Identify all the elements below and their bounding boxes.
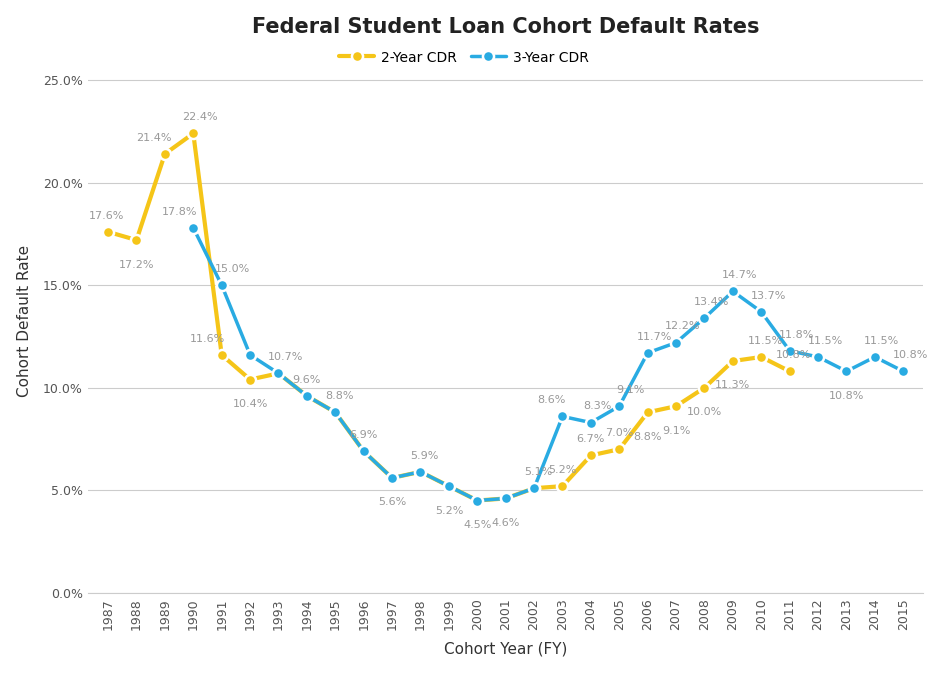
- Text: 11.5%: 11.5%: [808, 336, 843, 346]
- 2-Year CDR: [756, 353, 767, 361]
- 3-Year CDR: [642, 349, 653, 357]
- Legend: 2-Year CDR, 3-Year CDR: 2-Year CDR, 3-Year CDR: [334, 45, 594, 71]
- Text: 6.7%: 6.7%: [577, 434, 605, 444]
- Text: 22.4%: 22.4%: [183, 112, 218, 122]
- 3-Year CDR: [415, 468, 426, 476]
- Text: 13.7%: 13.7%: [751, 291, 786, 301]
- 2-Year CDR: [273, 369, 284, 378]
- Text: 4.6%: 4.6%: [491, 518, 520, 528]
- 2-Year CDR: [528, 484, 540, 492]
- Text: 11.3%: 11.3%: [715, 380, 751, 390]
- Text: 5.2%: 5.2%: [435, 505, 463, 516]
- 3-Year CDR: [330, 409, 341, 417]
- Text: 5.9%: 5.9%: [410, 451, 438, 461]
- 2-Year CDR: [642, 409, 653, 417]
- Text: 11.7%: 11.7%: [637, 332, 672, 342]
- 2-Year CDR: [699, 384, 710, 392]
- Text: 8.8%: 8.8%: [634, 432, 662, 441]
- 2-Year CDR: [585, 452, 597, 460]
- 2-Year CDR: [415, 468, 426, 476]
- Text: 5.2%: 5.2%: [548, 465, 577, 475]
- 2-Year CDR: [557, 482, 568, 490]
- 2-Year CDR: [102, 228, 114, 236]
- 3-Year CDR: [472, 497, 483, 505]
- 3-Year CDR: [557, 413, 568, 421]
- 2-Year CDR: [216, 351, 227, 359]
- Title: Federal Student Loan Cohort Default Rates: Federal Student Loan Cohort Default Rate…: [252, 17, 759, 36]
- 3-Year CDR: [585, 419, 597, 427]
- 3-Year CDR: [670, 339, 682, 347]
- Text: 8.6%: 8.6%: [537, 395, 565, 405]
- 3-Year CDR: [443, 482, 455, 490]
- Text: 5.6%: 5.6%: [378, 497, 406, 507]
- X-axis label: Cohort Year (FY): Cohort Year (FY): [444, 641, 567, 656]
- 3-Year CDR: [756, 308, 767, 316]
- 2-Year CDR: [784, 367, 795, 376]
- Text: 9.6%: 9.6%: [293, 375, 321, 385]
- Text: 10.0%: 10.0%: [687, 407, 723, 417]
- 3-Year CDR: [614, 402, 625, 411]
- Text: 8.8%: 8.8%: [325, 391, 354, 401]
- 2-Year CDR: [443, 482, 455, 490]
- 2-Year CDR: [472, 497, 483, 505]
- 3-Year CDR: [358, 448, 369, 456]
- 3-Year CDR: [841, 367, 852, 376]
- 3-Year CDR: [699, 314, 710, 322]
- Text: 10.8%: 10.8%: [893, 350, 928, 360]
- 3-Year CDR: [301, 392, 313, 400]
- 2-Year CDR: [301, 392, 313, 400]
- 3-Year CDR: [813, 353, 824, 361]
- 3-Year CDR: [869, 353, 881, 361]
- Text: 17.6%: 17.6%: [89, 211, 124, 221]
- Text: 11.5%: 11.5%: [748, 336, 783, 346]
- Text: 10.8%: 10.8%: [829, 391, 865, 400]
- 2-Year CDR: [358, 448, 369, 456]
- Text: 15.0%: 15.0%: [215, 264, 250, 274]
- Text: 17.8%: 17.8%: [162, 207, 197, 217]
- 2-Year CDR: [244, 376, 256, 384]
- Text: 11.6%: 11.6%: [190, 334, 225, 344]
- 2-Year CDR: [670, 402, 682, 411]
- 3-Year CDR: [784, 347, 795, 355]
- Text: 21.4%: 21.4%: [136, 133, 171, 143]
- Text: 4.5%: 4.5%: [463, 520, 491, 530]
- 3-Year CDR: [216, 281, 227, 289]
- 2-Year CDR: [614, 446, 625, 454]
- Text: 5.1%: 5.1%: [524, 467, 552, 477]
- 3-Year CDR: [898, 367, 909, 376]
- 2-Year CDR: [727, 357, 739, 365]
- Text: 8.3%: 8.3%: [583, 402, 612, 411]
- Text: 14.7%: 14.7%: [723, 271, 758, 280]
- Text: 10.8%: 10.8%: [777, 350, 812, 360]
- 3-Year CDR: [188, 223, 199, 232]
- 3-Year CDR: [500, 495, 511, 503]
- Text: 7.0%: 7.0%: [605, 428, 634, 438]
- 3-Year CDR: [273, 369, 284, 378]
- 2-Year CDR: [330, 409, 341, 417]
- Text: 9.1%: 9.1%: [662, 425, 690, 435]
- 2-Year CDR: [386, 474, 398, 482]
- Text: 10.7%: 10.7%: [268, 352, 303, 362]
- 2-Year CDR: [159, 150, 170, 158]
- 2-Year CDR: [188, 129, 199, 137]
- Text: 17.2%: 17.2%: [118, 260, 154, 269]
- Y-axis label: Cohort Default Rate: Cohort Default Rate: [17, 245, 31, 397]
- Text: 9.1%: 9.1%: [616, 385, 645, 395]
- 3-Year CDR: [386, 474, 398, 482]
- 2-Year CDR: [131, 236, 142, 244]
- 2-Year CDR: [500, 495, 511, 503]
- Text: 13.4%: 13.4%: [694, 297, 729, 307]
- Line: 3-Year CDR: 3-Year CDR: [188, 222, 909, 506]
- Text: 12.2%: 12.2%: [666, 322, 701, 332]
- Text: 11.8%: 11.8%: [779, 330, 814, 340]
- Line: 2-Year CDR: 2-Year CDR: [102, 128, 795, 506]
- 3-Year CDR: [727, 287, 739, 295]
- 3-Year CDR: [528, 484, 540, 492]
- Text: 10.4%: 10.4%: [232, 399, 268, 409]
- Text: 6.9%: 6.9%: [349, 430, 378, 440]
- Text: 11.5%: 11.5%: [865, 336, 900, 346]
- 3-Year CDR: [244, 351, 256, 359]
